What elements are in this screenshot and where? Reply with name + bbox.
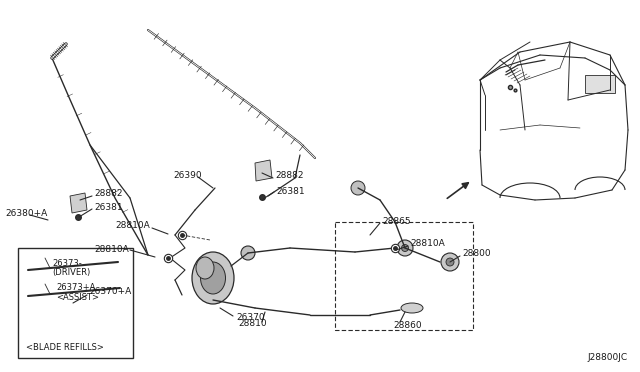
Ellipse shape xyxy=(397,240,413,256)
Text: 28810A: 28810A xyxy=(410,240,445,248)
Text: 26370: 26370 xyxy=(236,312,264,321)
Bar xyxy=(335,222,473,330)
Text: 26373-: 26373- xyxy=(52,260,82,269)
Text: <BLADE REFILLS>: <BLADE REFILLS> xyxy=(26,343,104,353)
Text: J28800JC: J28800JC xyxy=(588,353,628,362)
Ellipse shape xyxy=(351,181,365,195)
Text: 28810A: 28810A xyxy=(94,244,129,253)
Text: 26381: 26381 xyxy=(94,203,123,212)
Text: 26380+A: 26380+A xyxy=(5,209,47,218)
Ellipse shape xyxy=(196,257,214,279)
Ellipse shape xyxy=(241,246,255,260)
Text: (DRIVER): (DRIVER) xyxy=(52,269,90,278)
Polygon shape xyxy=(70,193,87,213)
Text: 26373+A: 26373+A xyxy=(56,283,95,292)
Ellipse shape xyxy=(446,258,454,266)
Ellipse shape xyxy=(401,303,423,313)
Text: 28865: 28865 xyxy=(382,217,411,225)
Text: 28860: 28860 xyxy=(393,321,422,330)
Text: <ASSIST>: <ASSIST> xyxy=(56,292,99,301)
Ellipse shape xyxy=(441,253,459,271)
Ellipse shape xyxy=(192,252,234,304)
Text: 26370+A: 26370+A xyxy=(89,288,131,296)
Bar xyxy=(585,75,615,93)
Text: 28882: 28882 xyxy=(275,171,303,180)
Text: 28882: 28882 xyxy=(94,189,122,199)
Text: 28800: 28800 xyxy=(462,250,491,259)
Text: 28810: 28810 xyxy=(238,320,267,328)
Text: 26390: 26390 xyxy=(173,170,202,180)
Bar xyxy=(18,248,133,358)
Ellipse shape xyxy=(401,244,408,251)
Ellipse shape xyxy=(200,262,225,294)
Text: 26381: 26381 xyxy=(276,186,305,196)
Text: 28810A: 28810A xyxy=(115,221,150,231)
Polygon shape xyxy=(255,160,272,181)
